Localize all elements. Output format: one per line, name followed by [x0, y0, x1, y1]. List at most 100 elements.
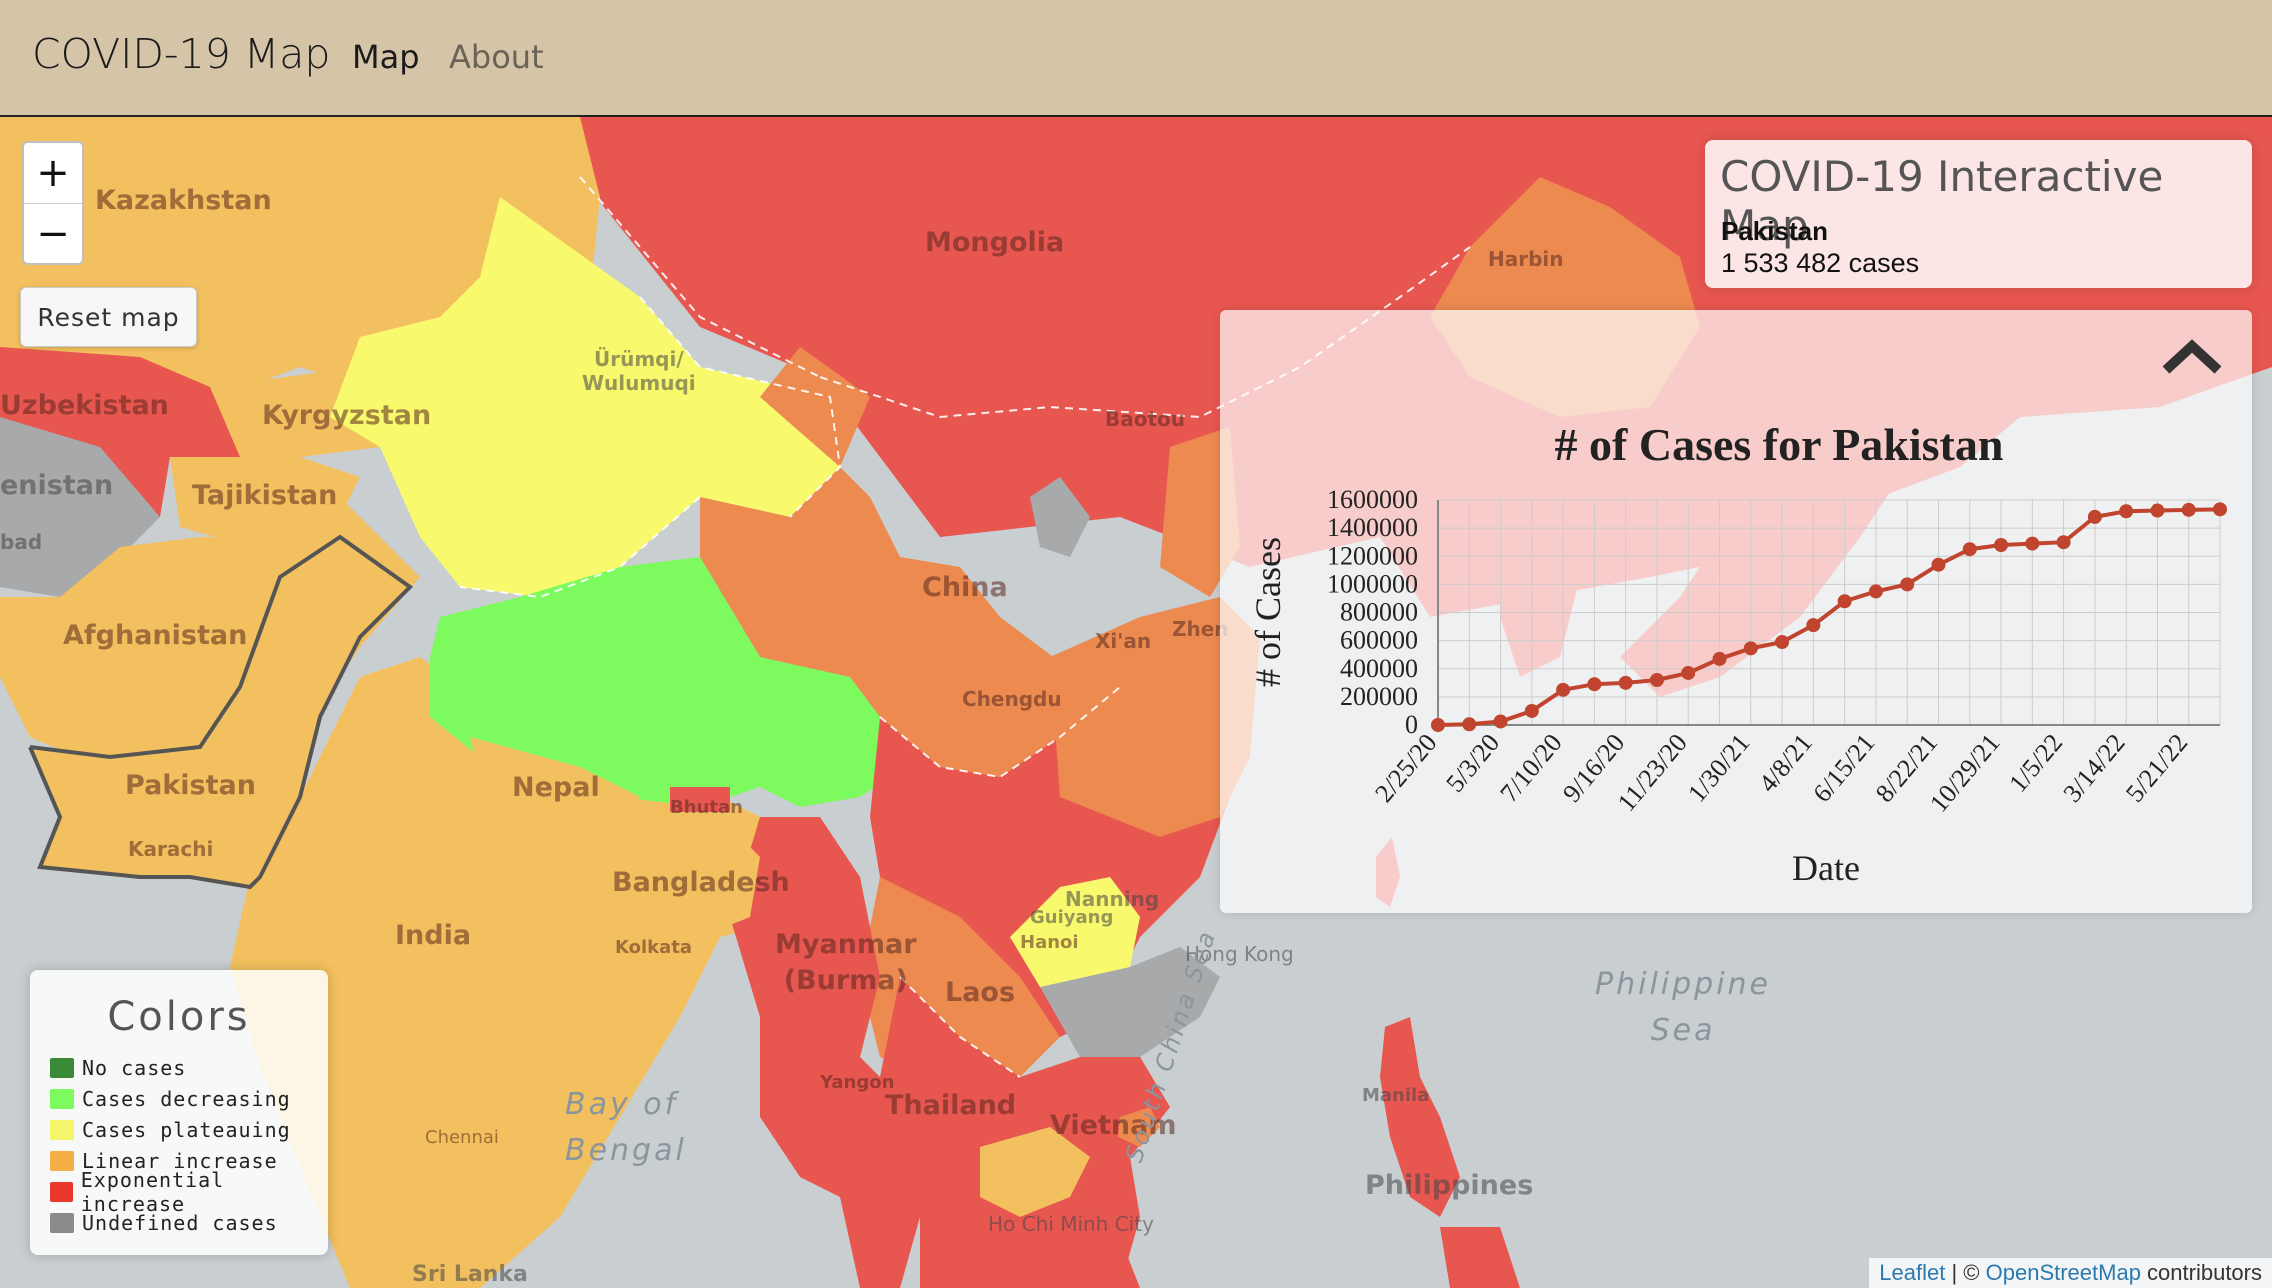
- navbar: COVID-19 Map Map About: [0, 0, 2272, 117]
- map-label-kazakhstan: Kazakhstan: [95, 185, 272, 216]
- y-tick-label: 200000: [1340, 682, 1418, 711]
- legend-swatch: [50, 1089, 74, 1109]
- data-point: [1649, 673, 1664, 687]
- map-label-hanoi: Hanoi: [1020, 932, 1079, 953]
- x-tick-label: 5/21/22: [2120, 728, 2193, 808]
- y-tick-label: 400000: [1340, 654, 1418, 683]
- data-point: [1743, 641, 1758, 656]
- map-label-urumqi: Ürümqi/ Wulumuqi: [582, 347, 696, 395]
- brand[interactable]: COVID-19 Map: [32, 30, 331, 78]
- attribution-suffix: contributors: [2140, 1260, 2262, 1285]
- zoom-out-button[interactable]: −: [36, 211, 70, 257]
- map-label-kolkata: Kolkata: [615, 937, 693, 958]
- x-tick-label: 3/14/22: [2057, 728, 2130, 808]
- map-label-thailand: Thailand: [885, 1090, 1017, 1121]
- map-label-ho-chi-minh: Ho Chi Minh City: [988, 1212, 1154, 1236]
- legend-label: No cases: [82, 1056, 187, 1080]
- x-tick-label: 11/23/20: [1612, 728, 1693, 817]
- legend-swatch: [50, 1120, 74, 1140]
- leaflet-link[interactable]: Leaflet: [1879, 1260, 1946, 1285]
- map-label-philippines: Philippines: [1365, 1170, 1534, 1201]
- map-label-bad: bad: [0, 530, 43, 554]
- data-point: [2181, 502, 2196, 517]
- data-point: [1524, 703, 1539, 718]
- map-attribution: Leaflet | © OpenStreetMap contributors: [1869, 1258, 2272, 1288]
- data-point: [1493, 714, 1508, 729]
- map-label-enistan: enistan: [0, 470, 114, 501]
- series-line: [1437, 507, 2221, 727]
- map-label-kyrgyzstan: Kyrgyzstan: [262, 400, 432, 431]
- y-tick-label: 800000: [1340, 598, 1418, 627]
- map-label-laos: Laos: [945, 977, 1016, 1008]
- nav-map-link[interactable]: Map: [352, 38, 420, 76]
- data-point: [1587, 677, 1602, 692]
- data-point: [1712, 651, 1727, 666]
- legend-label: Cases decreasing: [82, 1087, 291, 1111]
- map-label-mongolia: Mongolia: [925, 227, 1065, 258]
- data-point: [2119, 504, 2134, 519]
- map-label-xian: Xi'an: [1095, 629, 1152, 653]
- map-label-hong-kong: Hong Kong: [1185, 942, 1294, 966]
- map-label-afghanistan: Afghanistan: [63, 620, 248, 651]
- map-label-chennai: Chennai: [425, 1127, 499, 1148]
- x-tick-label: 2/25/20: [1369, 728, 1442, 808]
- map-label-vietnam: Vietnam: [1050, 1110, 1177, 1141]
- data-point: [2056, 535, 2071, 550]
- zoom-control: + −: [22, 141, 84, 265]
- map-label-chengdu: Chengdu: [962, 687, 1062, 711]
- data-point: [1900, 577, 1915, 592]
- legend-item-plateauing: Cases plateauing: [50, 1115, 291, 1145]
- legend-label: Undefined cases: [82, 1211, 278, 1235]
- legend-title: Colors: [107, 994, 251, 1040]
- data-point: [2025, 536, 2040, 551]
- y-tick-label: 1200000: [1327, 541, 1418, 570]
- x-axis-label: Date: [1792, 848, 1860, 888]
- legend-swatch: [50, 1151, 74, 1171]
- chevron-up-icon[interactable]: [2160, 336, 2224, 376]
- y-tick-label: 600000: [1340, 626, 1418, 655]
- y-tick-label: 1600000: [1327, 485, 1418, 514]
- info-country: Pakistan: [1721, 216, 1828, 246]
- data-point: [1931, 557, 1946, 572]
- map-label-uzbekistan: Uzbekistan: [0, 390, 169, 421]
- legend-label: Exponential increase: [80, 1168, 225, 1216]
- reset-map-button[interactable]: Reset map: [20, 287, 197, 347]
- map-label-guiyang: Guiyang: [1030, 907, 1114, 928]
- map-label-harbin: Harbin: [1488, 247, 1564, 271]
- data-point: [1431, 718, 1445, 732]
- map-label-myanmar: Myanmar (Burma): [775, 929, 917, 996]
- map-label-pakistan: Pakistan: [125, 770, 256, 801]
- zoom-in-button[interactable]: +: [24, 143, 82, 204]
- chart-title: # of Cases for Pakistan: [1555, 419, 2004, 470]
- map-label-manila: Manila: [1362, 1085, 1430, 1106]
- legend-swatch: [50, 1213, 74, 1233]
- chart-panel: # of Cases for Pakistan 0 200000 400000 6000…: [1220, 310, 2252, 913]
- data-point: [2213, 502, 2227, 517]
- map-label-china: China: [922, 572, 1008, 603]
- data-point: [1806, 618, 1821, 633]
- data-point: [1868, 584, 1883, 599]
- map-label-bay-of-bengal: Bay of Bengal: [565, 1087, 687, 1168]
- y-tick-label: 0: [1405, 710, 1418, 739]
- map-label-bangladesh: Bangladesh: [612, 867, 790, 898]
- nav-about-link[interactable]: About: [449, 38, 544, 76]
- cases-chart: # of Cases for Pakistan 02000004000006000…: [1248, 419, 2227, 888]
- legend-label: Linear increase: [82, 1149, 278, 1173]
- info-panel: COVID-19 Interactive Map Pakistan 1 533 …: [1705, 140, 2252, 288]
- legend-item-no-cases: No cases: [50, 1053, 186, 1083]
- data-point: [1462, 717, 1477, 732]
- info-cases: 1 533 482 cases: [1721, 248, 1920, 278]
- legend-item-exponential: Exponential increase: [50, 1168, 328, 1216]
- y-tick-label: 1000000: [1327, 569, 1418, 598]
- map-label-nanning: Nanning: [1065, 887, 1160, 911]
- x-tick-label: 7/10/20: [1494, 728, 1567, 808]
- info-title: COVID-19 Interactive Map: [1720, 152, 2164, 250]
- map-label-zhen: Zhen: [1172, 617, 1229, 641]
- legend-label: Cases plateauing: [82, 1118, 291, 1142]
- map-label-karachi: Karachi: [128, 837, 214, 861]
- data-point: [1618, 675, 1633, 690]
- data-point: [2150, 503, 2165, 518]
- y-axis-label: # of Cases: [1248, 537, 1288, 687]
- x-tick-label: 1/30/21: [1682, 728, 1755, 808]
- osm-link[interactable]: OpenStreetMap: [1985, 1260, 2141, 1285]
